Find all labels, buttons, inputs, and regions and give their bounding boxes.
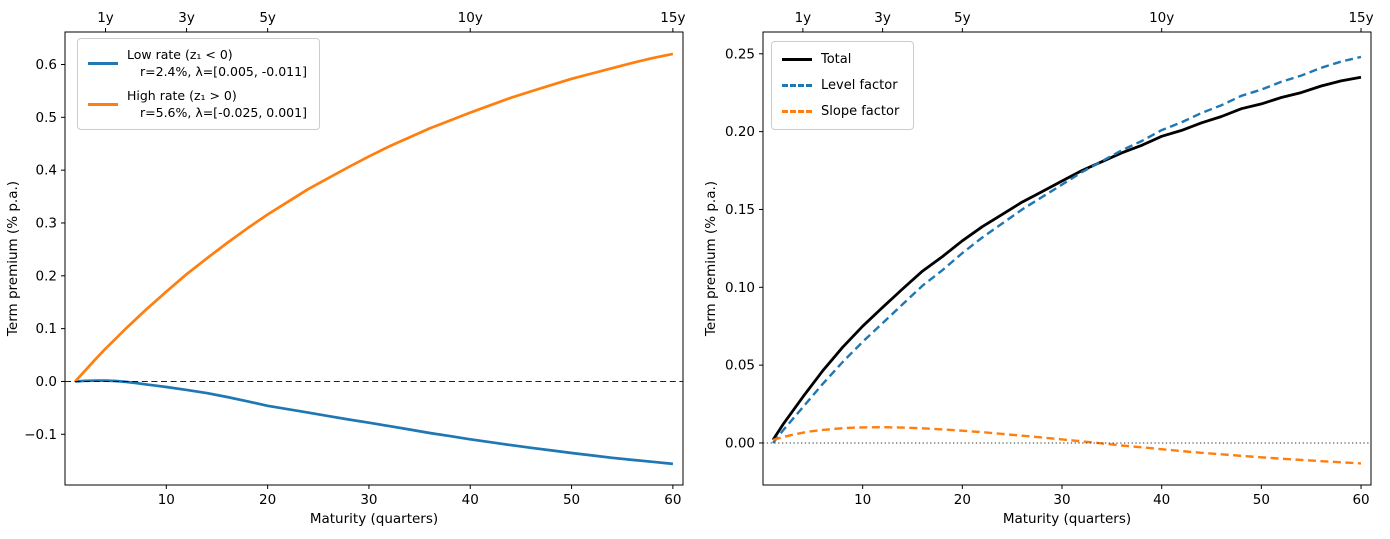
x-tick-label: 60 [1352,492,1369,508]
y-tick-label: 0.3 [36,215,57,231]
top-tick-label: 5y [954,10,971,26]
x-axis-label: Maturity (quarters) [310,511,438,527]
top-tick-label: 3y [178,10,195,26]
y-tick-label: 0.10 [725,280,755,296]
legend-label-level-factor: Level factor [821,78,898,94]
series-high-rate-line [74,52,674,383]
x-tick-label: 50 [563,492,580,508]
top-tick-label: 5y [259,10,276,26]
total-line-swatch [782,58,812,62]
legend-sublabel-high-rate: r=5.6%, λ=[-0.025, 0.001] [140,104,307,120]
legend-label-high-rate: High rate (z₁ > 0) [127,88,237,103]
left-panel: 10 20 30 40 50 60 1y 3y 5y 10y 15y −0.1 0.0 0.1 0.2 0.3… [5,10,685,527]
series-low-rate-line [75,379,674,466]
x-axis-label: Maturity (quarters) [1003,511,1131,527]
level-factor-line-swatch [782,84,812,88]
x-tick-label: 60 [664,492,681,508]
y-tick-label: 0.25 [725,46,755,62]
plot-border [64,31,684,486]
top-tick-label: 10y [1149,10,1174,26]
x-tick-label: 20 [954,492,971,508]
left-legend[interactable]: Low rate (z₁ < 0) r=2.4%, λ=[0.005, -0.0… [77,38,320,130]
legend-entry-high-rate: High rate (z₁ > 0) r=5.6%, λ=[-0.025, 0.… [88,88,307,121]
y-tick-label: 0.5 [36,110,57,126]
plot-border [762,31,1372,486]
y-tick-label: 0.0 [36,374,57,390]
top-tick-label: 1y [97,10,114,26]
high-rate-line-swatch [88,103,118,106]
slope-factor-line-swatch [782,110,812,114]
series-total-line [771,75,1362,441]
series-level-factor-line [772,55,1362,444]
top-tick-label: 10y [458,10,483,26]
legend-entry-level-factor: Level factor [782,77,899,94]
y-axis-label: Term premium (% p.a.) [703,181,719,337]
y-tick-label: 0.6 [36,57,57,73]
x-tick-label: 30 [360,492,377,508]
legend-label-total: Total [821,52,852,67]
y-tick-label: 0.00 [725,435,755,451]
x-tick-label: 40 [462,492,479,508]
right-legend[interactable]: Total Level factor Slope factor [771,41,915,131]
legend-sublabel-low-rate: r=2.4%, λ=[0.005, -0.011] [140,63,307,79]
x-tick-label: 20 [259,492,276,508]
legend-entry-low-rate: Low rate (z₁ < 0) r=2.4%, λ=[0.005, -0.0… [88,47,307,80]
x-tick-label: 50 [1253,492,1270,508]
top-tick-label: 15y [1348,10,1373,26]
top-tick-label: 3y [874,10,891,26]
x-tick-label: 10 [158,492,175,508]
series-slope-factor-line [772,426,1362,465]
top-tick-label: 1y [795,10,812,26]
y-tick-label: 0.2 [36,268,57,284]
low-rate-line-swatch [88,62,118,65]
y-tick-label: 0.20 [725,124,755,140]
top-tick-label: 15y [660,10,685,26]
y-axis-label: Term premium (% p.a.) [5,181,21,337]
legend-label-low-rate: Low rate (z₁ < 0) [127,47,233,62]
y-tick-label: 0.1 [36,321,57,337]
legend-label-slope-factor: Slope factor [821,104,900,120]
right-panel: 10 20 30 40 50 60 1y 3y 5y 10y 15y 0.00 0.05 0.10 0.15… [703,10,1374,527]
legend-entry-total: Total [782,51,899,68]
y-tick-label: 0.05 [725,358,755,374]
legend-entry-slope-factor: Slope factor [782,103,899,120]
y-tick-label: −0.1 [24,427,57,443]
x-tick-label: 10 [854,492,871,508]
y-tick-label: 0.15 [725,202,755,218]
x-tick-label: 40 [1153,492,1170,508]
x-tick-label: 30 [1053,492,1070,508]
y-tick-label: 0.4 [36,163,57,179]
